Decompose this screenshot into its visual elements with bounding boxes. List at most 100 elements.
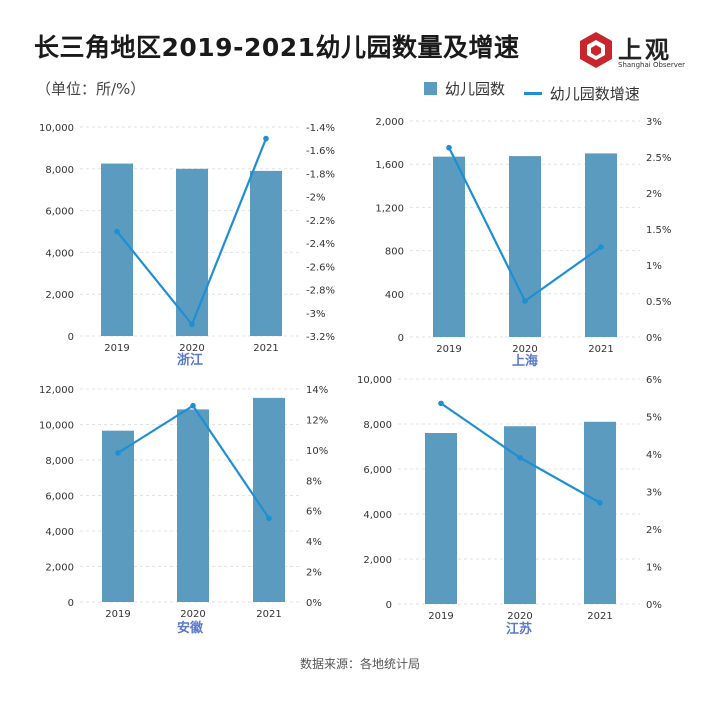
bar (176, 168, 208, 336)
y-tick-right: -1.4% (306, 123, 335, 134)
y-tick-right: -3% (306, 309, 325, 320)
y-tick-right: -1.8% (306, 169, 335, 180)
legend-bar-label: 幼儿园数 (445, 80, 506, 98)
y-tick-right: 0.5% (646, 297, 671, 308)
source-note: 数据来源：各地统计局 (299, 657, 420, 671)
y-tick-right: 2% (646, 525, 662, 536)
y-tick-right: 3% (646, 488, 662, 499)
x-tick-label: 2021 (253, 343, 278, 354)
growth-point (114, 228, 120, 235)
y-tick-right: 8% (306, 476, 322, 487)
y-tick-right: 2% (646, 189, 662, 200)
x-tick-label: 2021 (256, 609, 281, 620)
y-tick-left: 0 (68, 332, 74, 343)
y-tick-left: 4,000 (363, 510, 392, 521)
x-tick-label: 2019 (105, 609, 130, 620)
y-tick-left: 8,000 (45, 456, 74, 467)
bar (253, 397, 285, 602)
region-label: 安徽 (177, 620, 204, 636)
bar (250, 170, 282, 336)
y-tick-right: 6% (646, 375, 662, 386)
legend-item-bar: 幼儿园数 (424, 78, 505, 99)
y-tick-left: 12,000 (39, 385, 74, 396)
growth-point (597, 499, 603, 506)
x-tick-label: 2020 (507, 611, 532, 622)
y-tick-left: 800 (385, 247, 404, 258)
x-tick-label: 2019 (436, 344, 461, 355)
y-tick-right: 10% (306, 446, 328, 457)
y-tick-left: 6,000 (363, 465, 392, 476)
y-tick-right: 1.5% (646, 225, 671, 236)
y-tick-left: 4,000 (45, 248, 74, 259)
y-tick-left: 6,000 (45, 492, 74, 503)
bar (504, 426, 536, 604)
y-tick-left: 0 (68, 598, 74, 609)
y-tick-left: 2,000 (45, 563, 74, 574)
y-tick-left: 10,000 (357, 375, 392, 386)
bar (584, 421, 616, 604)
y-tick-right: 0% (306, 598, 322, 609)
growth-point (266, 515, 272, 522)
y-tick-right: 12% (306, 415, 328, 426)
logo-name: 上观 (618, 36, 672, 64)
y-tick-right: -2% (306, 193, 325, 204)
growth-point (263, 135, 269, 142)
bar (101, 163, 133, 336)
logo-subtitle: Shanghai Observer (618, 61, 686, 69)
growth-point (517, 454, 523, 461)
legend-item-line: 幼儿园数增速 (523, 83, 640, 104)
y-tick-left: 8,000 (45, 165, 74, 176)
region-label: 江苏 (506, 621, 532, 637)
x-tick-label: 2019 (428, 611, 453, 622)
x-tick-label: 2020 (180, 609, 205, 620)
y-tick-right: 2.5% (646, 153, 671, 164)
growth-point (190, 402, 196, 409)
y-tick-left: 2,000 (375, 117, 404, 128)
y-tick-right: 4% (646, 450, 662, 461)
shanghai-observer-logo: 上观 Shanghai Observer (578, 30, 698, 78)
y-tick-left: 400 (385, 290, 404, 301)
y-tick-right: 0% (646, 333, 662, 344)
growth-point (598, 244, 604, 250)
legend-bar-swatch (424, 82, 437, 95)
y-tick-left: 6,000 (45, 207, 74, 218)
y-tick-right: 14% (306, 385, 328, 396)
y-tick-left: 2,000 (45, 290, 74, 301)
y-tick-left: 10,000 (39, 421, 74, 432)
y-tick-right: 1% (646, 563, 662, 574)
growth-point (115, 450, 121, 456)
legend: 幼儿园数 幼儿园数增速 (424, 78, 654, 103)
y-tick-right: 4% (306, 537, 322, 548)
y-tick-left: 1,600 (375, 160, 404, 171)
y-tick-right: -3.2% (306, 332, 335, 343)
region-label: 上海 (512, 353, 538, 369)
y-tick-right: 1% (646, 261, 662, 272)
growth-point (438, 400, 444, 407)
growth-point (522, 298, 528, 304)
y-tick-right: 2% (306, 568, 322, 579)
bar (425, 433, 457, 604)
bar (102, 430, 134, 602)
y-tick-right: -2.4% (306, 239, 335, 250)
x-tick-label: 2020 (512, 344, 537, 355)
y-tick-left: 4,000 (45, 527, 74, 538)
page-title: 长三角地区2019-2021幼儿园数量及增速 (34, 33, 520, 62)
y-tick-left: 1,200 (375, 203, 404, 214)
y-tick-right: -2.6% (306, 262, 335, 273)
growth-point (446, 144, 452, 151)
x-tick-label: 2019 (104, 343, 129, 354)
y-tick-left: 2,000 (363, 555, 392, 566)
legend-line-swatch (523, 92, 542, 95)
legend-line-label: 幼儿园数增速 (549, 85, 640, 103)
x-tick-label: 2021 (587, 611, 612, 622)
y-tick-left: 8,000 (363, 420, 392, 431)
x-tick-label: 2020 (179, 343, 204, 354)
y-tick-right: -2.2% (306, 216, 335, 227)
y-tick-left: 0 (398, 333, 404, 344)
y-tick-right: -2.8% (306, 286, 335, 297)
y-tick-right: 0% (646, 600, 662, 611)
y-tick-right: 6% (306, 507, 322, 518)
y-tick-left: 10,000 (39, 123, 74, 134)
growth-point (189, 321, 195, 328)
